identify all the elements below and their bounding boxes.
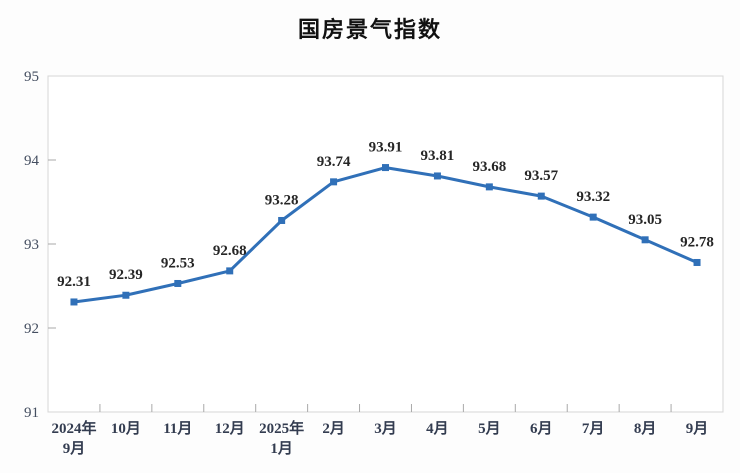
data-point-marker [226, 267, 234, 275]
data-point-label: 93.81 [421, 148, 455, 164]
data-point-marker [382, 164, 389, 172]
data-point-label: 93.32 [576, 189, 610, 205]
x-tick-label: 2025年 [259, 419, 304, 437]
x-tick-label: 1月 [270, 440, 293, 457]
data-point-label: 93.05 [628, 212, 662, 228]
x-tick-label: 10月 [111, 420, 141, 437]
data-point-label: 93.74 [317, 154, 351, 170]
data-point-label: 92.53 [161, 255, 195, 271]
x-tick-label: 7月 [582, 420, 605, 437]
x-tick-label: 4月 [426, 420, 449, 437]
x-tick-label: 2024年 [51, 419, 96, 437]
data-point-marker [70, 298, 78, 306]
x-tick-label: 5月 [478, 420, 501, 437]
data-point-marker [122, 291, 130, 299]
data-point-marker [693, 258, 701, 266]
data-point-label: 93.91 [369, 140, 403, 156]
y-tick-label: 94 [24, 153, 40, 169]
data-point-label: 92.31 [57, 274, 91, 290]
data-point-label: 93.68 [472, 159, 506, 175]
x-tick-label: 8月 [634, 420, 657, 437]
chart-title: 国房景气指数 [297, 17, 442, 42]
x-tick-label: 9月 [686, 420, 709, 437]
x-tick-label: 11月 [163, 420, 192, 437]
y-tick-label: 93 [24, 237, 39, 253]
data-point-marker [641, 236, 649, 244]
x-tick-label: 2月 [322, 420, 345, 437]
data-point-marker [278, 216, 286, 224]
y-tick-label: 95 [24, 69, 39, 85]
data-point-marker [330, 178, 338, 186]
x-tick-label: 9月 [63, 440, 86, 457]
y-tick-label: 91 [24, 405, 39, 421]
data-point-label: 93.57 [524, 168, 558, 184]
x-tick-label: 12月 [215, 420, 245, 437]
data-point-label: 92.39 [109, 267, 143, 283]
x-tick-label: 6月 [530, 420, 553, 437]
y-tick-label: 92 [24, 321, 39, 337]
data-point-marker [589, 213, 597, 221]
data-point-marker [433, 172, 441, 180]
x-tick-label: 3月 [374, 420, 397, 437]
plot-area [47, 75, 724, 413]
data-point-marker [537, 192, 545, 200]
data-point-label: 92.78 [680, 234, 714, 250]
data-point-label: 93.28 [265, 192, 299, 208]
data-point-marker [485, 183, 493, 191]
data-point-label: 92.68 [213, 243, 247, 259]
data-point-marker [174, 279, 182, 287]
